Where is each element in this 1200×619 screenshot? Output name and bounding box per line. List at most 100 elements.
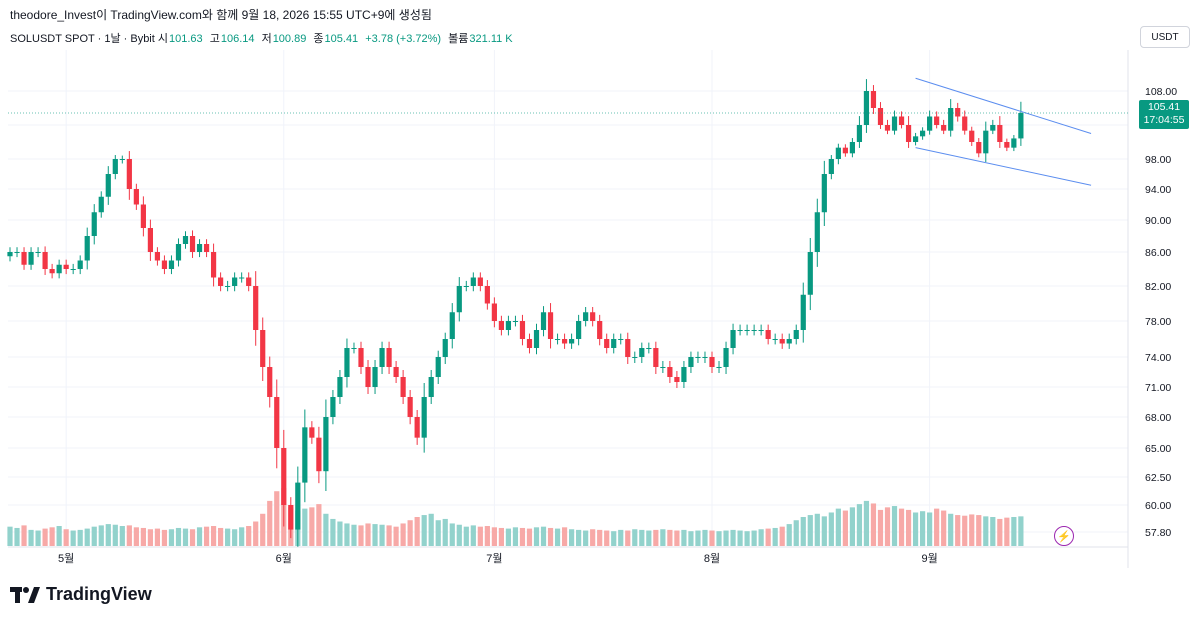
volume-bar [63, 529, 69, 546]
volume-bar [42, 528, 48, 546]
volume-bar [730, 529, 736, 546]
volume-bar [576, 529, 582, 546]
candle-body [246, 277, 252, 286]
candle-body [632, 357, 638, 358]
volume-bar [442, 518, 448, 546]
candle-body [597, 321, 603, 339]
candle-body [295, 482, 301, 530]
upper-trendline [915, 77, 1092, 134]
volume-bar [189, 529, 196, 546]
currency-button[interactable]: USDT [1140, 26, 1190, 48]
candle-body [737, 330, 743, 331]
volume-bar [723, 530, 729, 546]
volume-value: 321.11 K [469, 33, 513, 45]
symbol-legend: SOLUSDT SPOT · 1날 · Bybit 시101.63 고106.1… [10, 30, 517, 46]
volume-bar [920, 511, 926, 546]
open-value: 101.63 [169, 33, 203, 45]
volume-bar [505, 528, 512, 546]
volume-bar [526, 528, 533, 546]
volume-bar [709, 530, 715, 546]
candle-body [484, 286, 490, 304]
candle-body [267, 367, 273, 397]
candle-body [35, 252, 41, 253]
change-value: +3.78 (+3.72%) [365, 33, 442, 45]
candle-body [569, 339, 575, 344]
countdown-value: 17:04:55 [1143, 114, 1185, 126]
candle-body [800, 294, 806, 330]
candle-body [477, 277, 483, 286]
volume-bar [210, 526, 217, 546]
volume-bar [856, 504, 863, 546]
candle-body [962, 116, 968, 131]
volume-bar [821, 516, 827, 546]
volume-bar [182, 528, 189, 546]
candle-body [400, 377, 406, 397]
candle-body [561, 339, 568, 344]
candle-body [674, 377, 680, 382]
volume-bar [267, 500, 273, 546]
candle-body [133, 189, 139, 205]
candle-body [920, 130, 926, 137]
volume-bar [990, 517, 996, 546]
candle-body [898, 116, 905, 125]
volume-bar [477, 526, 483, 546]
x-tick-label: 7월 [486, 552, 502, 565]
candle-body [990, 125, 996, 131]
chart-snapshot-header: theodore_Invest이 TradingView.com와 함께 9월 … [10, 8, 432, 22]
candle-body [77, 260, 83, 269]
x-tick-label: 8월 [704, 552, 720, 565]
candle-body [702, 357, 708, 358]
volume-bar [196, 527, 203, 546]
candle-body [393, 367, 399, 377]
volume-bar [351, 524, 357, 546]
y-tick-label: 71.00 [1145, 382, 1171, 394]
volume-bar [28, 529, 34, 546]
candle-body [49, 269, 55, 274]
candle-body [891, 116, 898, 131]
volume-bar [814, 513, 820, 546]
volume-bar [772, 527, 778, 546]
candle-body [625, 339, 631, 357]
candle-body [42, 252, 48, 269]
volume-bar [905, 509, 912, 546]
volume-bar [1011, 517, 1017, 546]
candle-body [379, 348, 385, 367]
candle-body [358, 348, 364, 367]
lightning-icon[interactable]: ⚡ [1054, 526, 1074, 546]
volume-bar [14, 527, 20, 546]
candle-body [470, 277, 476, 286]
volume-bar [470, 525, 476, 546]
last-price-value: 105.41 [1147, 101, 1181, 113]
volume-bar [309, 507, 315, 546]
volume-bar [751, 530, 757, 546]
close-label: 종 [313, 33, 324, 45]
volume-bar [927, 512, 933, 546]
volume-bar [969, 514, 975, 546]
volume-bar [112, 524, 118, 546]
symbol-name[interactable]: SOLUSDT SPOT · 1날 · Bybit [10, 33, 155, 45]
volume-bar [119, 526, 125, 546]
volume-bar [583, 530, 589, 546]
candle-body [604, 339, 610, 348]
candle-body [70, 269, 76, 270]
volume-bar [870, 503, 877, 546]
candle-body [91, 212, 97, 236]
candle-body [814, 212, 820, 252]
candle-body [491, 303, 497, 321]
candle-body [526, 339, 533, 348]
volume-bar [702, 529, 708, 546]
volume-bar [765, 528, 771, 546]
volume-bar [800, 517, 806, 546]
candle-body [955, 108, 961, 117]
volume-bar [758, 529, 764, 546]
candle-body [639, 348, 645, 357]
candle-body [997, 125, 1003, 142]
low-label: 저 [261, 33, 272, 45]
volume-bar [491, 527, 497, 546]
volume-bar [681, 529, 687, 546]
candle-body [842, 147, 848, 154]
last-price-tag: 105.41 17:04:55 [1139, 100, 1189, 129]
tradingview-logo-icon [10, 586, 40, 603]
volume-label: 볼륨 [448, 33, 469, 45]
